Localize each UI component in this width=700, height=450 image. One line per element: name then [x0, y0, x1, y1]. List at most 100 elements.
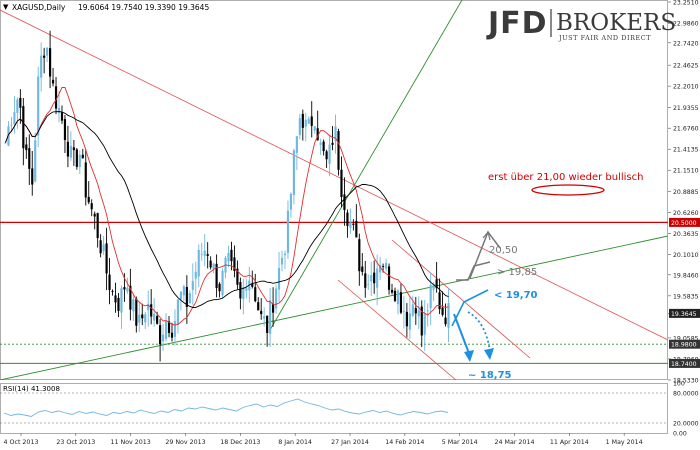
candle-body — [328, 144, 331, 164]
price-box-label: 20.5000 — [671, 220, 697, 227]
candle-body — [361, 266, 364, 272]
candle-body — [218, 283, 221, 292]
candle-body — [364, 273, 367, 288]
x-tick-label: 11 Nov 2013 — [110, 439, 150, 446]
candle-body — [150, 304, 153, 317]
y-tick-label: 23.2510 — [673, 0, 699, 7]
candle-body — [399, 292, 403, 313]
x-tick-label: 11 Apr 2014 — [550, 439, 589, 446]
brand-logo: JFD BROKERS JUST FAIR AND DIRECT — [486, 6, 676, 42]
candle-body — [322, 141, 325, 152]
candle-body — [340, 169, 343, 198]
candle-body — [444, 317, 447, 325]
candle-body — [102, 244, 105, 252]
candle-body — [123, 287, 126, 290]
candle-body — [266, 315, 269, 333]
rsi-tick-label: 0.00 — [673, 431, 687, 438]
candle-body — [319, 142, 322, 145]
y-tick-label: 20.3635 — [673, 231, 699, 238]
candle-body — [408, 313, 411, 330]
symbol-label: XAGUSD,Daily — [12, 3, 66, 12]
y-tick-label: 18.5330 — [673, 378, 699, 385]
price-box — [669, 308, 700, 318]
candle-body — [132, 299, 135, 312]
candle-body — [147, 303, 150, 311]
candle-body — [84, 162, 87, 198]
rsi-tick-label: 80.0000 — [673, 391, 699, 398]
main-panel-frame — [0, 0, 668, 380]
candle-body — [272, 304, 275, 313]
candle-body — [19, 97, 22, 108]
candle-body — [197, 249, 200, 277]
logo-brand: JFD — [486, 6, 548, 41]
candle-body — [242, 287, 245, 300]
candle-body — [105, 243, 108, 274]
candle-body — [251, 283, 254, 287]
candle-body — [390, 289, 394, 293]
candle-body — [129, 285, 132, 310]
x-tick-label: 23 Oct 2013 — [56, 439, 95, 446]
bullish-ellipse — [531, 184, 605, 196]
candle-body — [108, 274, 111, 291]
candle-body — [358, 239, 361, 272]
candle-body — [34, 140, 37, 182]
candle-body — [289, 193, 293, 210]
candle-body — [16, 99, 19, 113]
y-tick-label: 20.6260 — [673, 210, 699, 217]
candle-body — [304, 119, 307, 127]
target-up-label: 20,50 — [489, 245, 518, 256]
candle-body — [370, 274, 373, 282]
rsi-title: RSI(14) 41.3008 — [3, 385, 60, 393]
y-tick-label: 21.1510 — [673, 168, 699, 175]
price-box — [669, 217, 700, 227]
candle-body — [135, 298, 138, 326]
candle-body — [352, 223, 355, 225]
logo-tagline: JUST FAIR AND DIRECT — [558, 34, 651, 42]
y-tick-label: 20.1010 — [673, 252, 699, 259]
bullish-note: erst über 21,00 wieder bullisch — [488, 172, 643, 183]
candle-body — [435, 279, 438, 289]
candle-body — [236, 268, 239, 285]
x-tick-label: 5 Mar 2014 — [442, 439, 478, 446]
candle-body — [215, 263, 218, 289]
candle-body — [212, 263, 215, 270]
candle-body — [10, 124, 13, 126]
channel-middle-line — [391, 239, 531, 359]
candle-body — [277, 268, 281, 290]
candle-body — [373, 272, 376, 284]
candle-body — [75, 149, 78, 167]
candle-body — [411, 304, 414, 316]
candle-body — [173, 321, 177, 337]
candle-body — [438, 292, 441, 310]
candle-body — [117, 297, 120, 311]
candle-body — [164, 321, 168, 339]
x-tick-label: 27 Jan 2014 — [331, 439, 369, 446]
candle-body — [337, 131, 340, 170]
candle-body — [316, 128, 319, 141]
candle-body — [37, 76, 40, 136]
candle-body — [182, 286, 185, 296]
x-tick-label: 29 Nov 2013 — [165, 439, 205, 446]
y-tick-label: 22.2010 — [673, 84, 699, 91]
candle-body — [429, 284, 432, 309]
candle-body — [280, 257, 284, 265]
candle-body — [355, 220, 358, 238]
candle-body — [376, 268, 379, 288]
annotation-texts: erst über 21,00 wieder bullisch 20,50 > … — [3, 172, 643, 393]
candle-body — [260, 310, 263, 315]
candle-body — [227, 252, 230, 262]
candle-body — [441, 307, 444, 315]
candle-body — [99, 240, 102, 254]
candle-body — [382, 266, 385, 267]
candle-body — [96, 213, 99, 239]
collapse-triangle-icon[interactable]: ▼ — [3, 3, 9, 11]
rsi-panel — [0, 392, 668, 424]
candle-body — [423, 313, 426, 335]
candle-body — [78, 154, 81, 167]
candle-body — [257, 302, 260, 311]
candle-body — [120, 288, 123, 313]
y-tick-label: 22.4625 — [673, 63, 699, 70]
x-tick-label: 8 Jan 2014 — [278, 439, 312, 446]
candle-body — [346, 212, 349, 226]
